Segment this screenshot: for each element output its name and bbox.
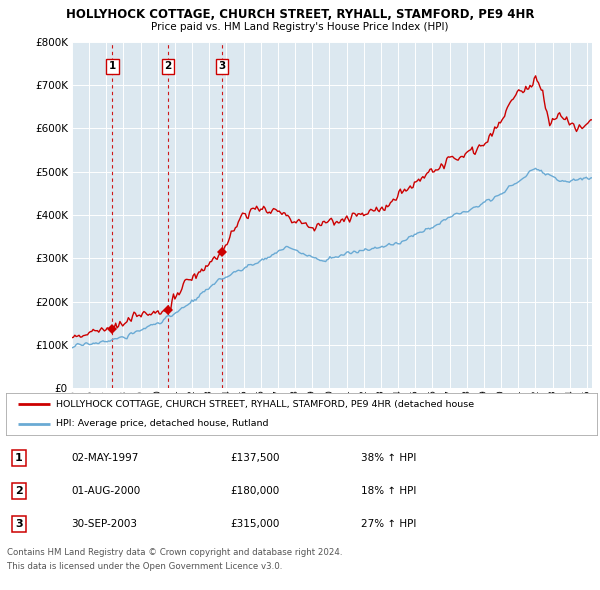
Text: 30-SEP-2003: 30-SEP-2003 (71, 519, 137, 529)
Text: 02-MAY-1997: 02-MAY-1997 (71, 453, 139, 463)
Text: 3: 3 (218, 61, 226, 71)
Text: 38% ↑ HPI: 38% ↑ HPI (361, 453, 416, 463)
Text: 3: 3 (15, 519, 23, 529)
Text: £315,000: £315,000 (230, 519, 280, 529)
Text: 1: 1 (15, 453, 23, 463)
Text: 27% ↑ HPI: 27% ↑ HPI (361, 519, 416, 529)
Text: 2: 2 (164, 61, 172, 71)
Text: 2: 2 (15, 486, 23, 496)
Text: HOLLYHOCK COTTAGE, CHURCH STREET, RYHALL, STAMFORD, PE9 4HR: HOLLYHOCK COTTAGE, CHURCH STREET, RYHALL… (66, 8, 534, 21)
Text: 01-AUG-2000: 01-AUG-2000 (71, 486, 140, 496)
Text: 1: 1 (109, 61, 116, 71)
Text: This data is licensed under the Open Government Licence v3.0.: This data is licensed under the Open Gov… (7, 562, 283, 571)
Text: £137,500: £137,500 (230, 453, 280, 463)
Text: £180,000: £180,000 (230, 486, 280, 496)
Text: HOLLYHOCK COTTAGE, CHURCH STREET, RYHALL, STAMFORD, PE9 4HR (detached house: HOLLYHOCK COTTAGE, CHURCH STREET, RYHALL… (56, 400, 475, 409)
Text: Contains HM Land Registry data © Crown copyright and database right 2024.: Contains HM Land Registry data © Crown c… (7, 548, 343, 557)
Text: HPI: Average price, detached house, Rutland: HPI: Average price, detached house, Rutl… (56, 419, 269, 428)
Text: 18% ↑ HPI: 18% ↑ HPI (361, 486, 416, 496)
Text: Price paid vs. HM Land Registry's House Price Index (HPI): Price paid vs. HM Land Registry's House … (151, 22, 449, 32)
